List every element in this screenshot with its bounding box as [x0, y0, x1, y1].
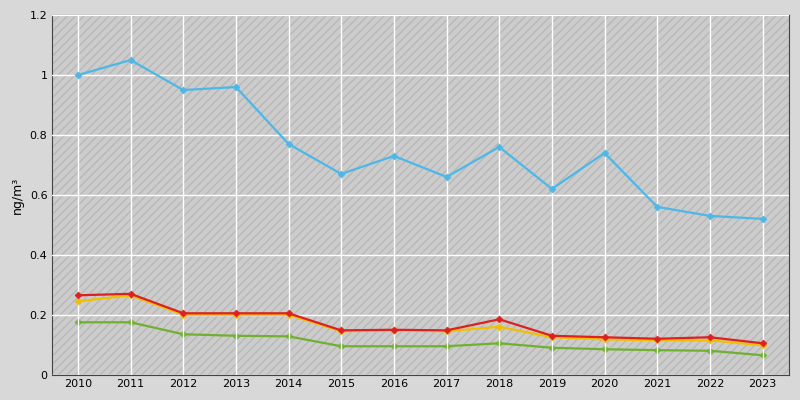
Y-axis label: ng/m³: ng/m³ [11, 176, 24, 214]
Bar [51, 15, 789, 375]
